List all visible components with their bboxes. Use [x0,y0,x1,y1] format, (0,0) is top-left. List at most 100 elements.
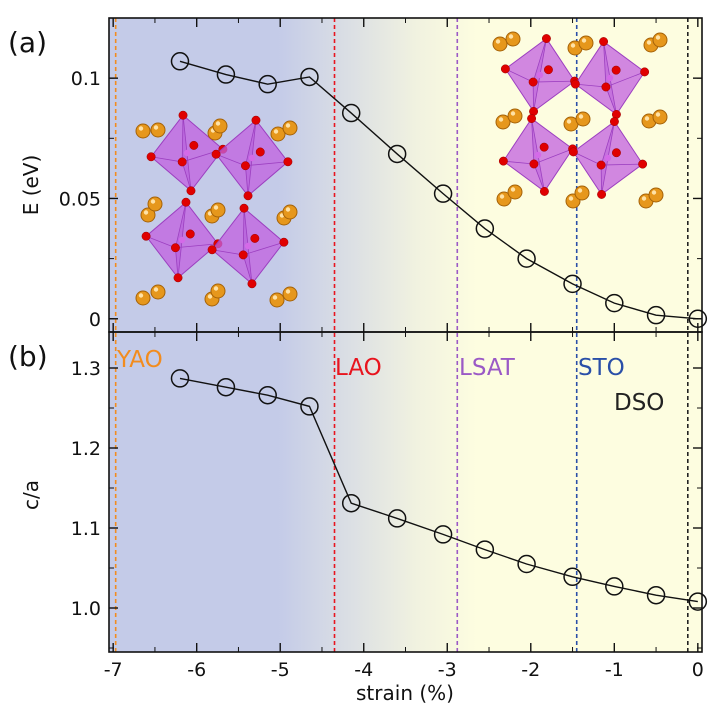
crystal-structure-inset-left [135,110,298,308]
oxygen-atom [279,237,289,247]
oxygen-atom [498,156,508,166]
data-point [688,592,708,611]
oxygen-atom [241,161,250,171]
data-point [341,103,361,123]
octahedron [141,197,223,283]
substrate-label-lsat: LSAT [459,355,516,381]
b-site-atom [534,151,542,159]
oxygen-atom [543,65,553,75]
x-tick-label: -6 [187,659,206,681]
ca-ratio-series [170,369,708,611]
oxygen-atom [250,233,260,243]
crystal-structure-inset-right [492,31,668,209]
a-site-atom [574,185,590,201]
octahedron [207,203,289,289]
y-tick-label: 1.3 [71,358,101,380]
b-site-atom [604,154,612,162]
x-tick-label: 0 [692,659,704,681]
oxygen-atom [599,37,609,47]
data-point [433,525,453,544]
oxygen-atom [247,279,257,289]
x-tick-label: -7 [104,659,123,681]
a-site-atom [578,35,594,51]
a-site-atom [282,204,298,220]
oxygen-atom [283,157,293,167]
data-point [258,74,277,94]
oxygen-atom [570,79,580,89]
a-site-atom [505,31,521,47]
panel-b-label: (b) [8,340,48,373]
oxygen-atom [601,82,611,92]
energy-series [170,52,708,329]
data-point [563,274,582,294]
oxygen-atom [141,231,151,241]
data-point [216,377,236,397]
y-tick-label: 0.1 [71,68,101,90]
y-tick-label: 1.2 [71,438,101,460]
data-point [475,219,495,238]
b-site-atom [606,74,614,82]
oxygen-atom [597,189,607,199]
b-site-atom [536,71,544,79]
oxygen-atom [568,147,578,157]
a-site-atom [269,292,285,308]
data-point [387,144,407,164]
a-site-atom [210,202,226,218]
b-site-atom [244,242,252,250]
axes: 0 0.05 0.1 1.0 1.1 1.2 1.3 -7 -6 -5 -4 -3 -2 -1 0 [59,17,704,681]
a-site-atom [212,118,228,134]
x-tick-label: -1 [605,659,624,681]
oxygen-atom [171,243,180,253]
a-site-atom [507,108,523,124]
b-site-atom [183,149,191,157]
a-site-atom [507,184,523,200]
data-point [605,293,624,313]
data-point [258,385,277,405]
a-site-atom [652,109,668,125]
oxygen-atom [178,110,188,120]
oxygen-atom [539,142,549,152]
oxygen-atom [177,157,187,167]
substrate-label-dso: DSO [614,390,664,416]
oxygen-atom [189,140,199,150]
data-point [170,369,190,388]
oxygen-atom [243,191,253,201]
oxygen-atom [238,250,248,260]
oxygen-atom [539,186,549,196]
a-site-atom [135,123,151,139]
data-point [300,397,319,416]
data-point [216,65,236,84]
b-site-atom [248,154,256,162]
x-tick-label: -5 [271,659,290,681]
a-site-atom [282,120,298,136]
oxygen-atom [500,64,510,74]
oxygen-atom [207,245,217,255]
oxygen-atom [239,203,249,213]
octahedron [568,117,648,199]
data-point [517,554,536,574]
data-point [646,585,666,605]
a-site-atom [648,187,664,203]
x-tick-label: -4 [354,659,373,681]
panel-a-label: (a) [8,26,47,59]
octahedron [498,114,578,196]
oxygen-atom [529,159,539,169]
oxygen-atom [255,147,265,157]
oxygen-atom [146,152,156,162]
a-site-atom [652,32,668,48]
y-tick-label: 0.05 [59,188,101,210]
series-line [179,60,698,320]
y-tick-label: 1.0 [71,598,101,620]
a-site-atom [135,290,151,306]
data-point [475,540,495,559]
octahedron [500,34,580,116]
oxygen-atom [186,186,196,196]
a-site-atom [150,284,166,300]
oxygen-atom [611,65,621,75]
data-point [605,577,624,596]
octahedron [211,115,293,201]
substrate-labels: YAO LAO LSAT STO DSO [116,347,664,416]
data-point [341,493,361,513]
oxygen-atom [211,149,221,159]
data-point [170,52,190,71]
